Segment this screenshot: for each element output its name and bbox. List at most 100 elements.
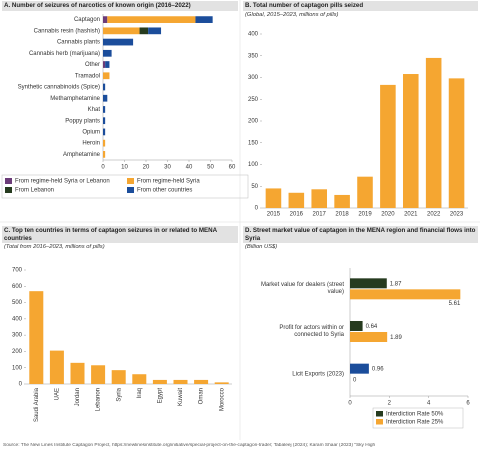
- bar-segment: [103, 49, 112, 57]
- legend-swatch: [376, 419, 383, 425]
- bar: [288, 192, 305, 208]
- bar-segment: [103, 38, 134, 46]
- y-tick-label: 400: [248, 32, 259, 38]
- legend-label: From other countries: [137, 188, 192, 194]
- y-tick-label: Synthetic cannabinoids (Spice): [18, 85, 100, 91]
- x-tick-label: 50: [207, 165, 214, 171]
- bar: [350, 278, 387, 289]
- bar-segment: [103, 72, 110, 80]
- y-tick-label: 50: [251, 184, 258, 190]
- bar-segment: [139, 27, 149, 35]
- y-tick-label: 350: [248, 53, 259, 59]
- bar-segment: [103, 61, 106, 68]
- y-tick-label: Captagon: [74, 17, 100, 23]
- y-tick-label: 300: [12, 333, 23, 339]
- bar: [334, 194, 350, 208]
- y-tick-label: Cannabis herb (marijuana): [29, 51, 100, 57]
- bar: [49, 350, 64, 384]
- x-tick-label: 2020: [381, 212, 395, 218]
- y-tick-label: 0: [255, 206, 259, 212]
- y-tick-label: Tramadol: [75, 73, 100, 79]
- data-label: 5.61: [449, 301, 461, 307]
- data-label: 0: [353, 378, 357, 384]
- bar-segment: [103, 16, 108, 23]
- bar: [350, 289, 461, 300]
- x-tick-label: 2: [388, 401, 392, 407]
- x-tick-label: 0: [101, 165, 105, 171]
- data-label: 0.96: [372, 367, 384, 373]
- x-tick-label: 2022: [427, 212, 441, 218]
- x-tick-label: 2019: [358, 212, 372, 218]
- x-tick-label: 4: [427, 401, 431, 407]
- x-tick-label: Jordan: [75, 388, 81, 406]
- y-tick-label: 500: [12, 300, 23, 306]
- y-tick-label: Heroin: [82, 141, 100, 147]
- x-tick-label: 40: [186, 165, 193, 171]
- y-tick-label: 400: [12, 316, 23, 322]
- y-tick-label: 100: [248, 162, 259, 168]
- y-tick-label: 600: [12, 284, 23, 290]
- y-tick-label: 250: [248, 97, 259, 103]
- bar: [214, 382, 229, 384]
- y-tick-label: Other: [85, 62, 100, 68]
- bar: [425, 57, 442, 208]
- legend-swatch: [127, 187, 134, 193]
- x-tick-label: Morocco: [219, 387, 225, 411]
- y-tick-label: 200: [12, 349, 23, 355]
- legend-swatch: [5, 178, 12, 184]
- x-tick-label: Syria: [116, 387, 122, 401]
- legend-swatch: [127, 178, 134, 184]
- x-tick-label: Lebanon: [96, 388, 102, 411]
- y-tick-label: 0: [19, 382, 23, 388]
- legend-label: Interdiction Rate 25%: [386, 420, 444, 426]
- y-tick-label: 700: [12, 268, 23, 274]
- bar: [111, 370, 126, 384]
- bar-segment: [103, 27, 140, 35]
- legend-swatch: [376, 411, 383, 417]
- x-tick-label: 0: [348, 401, 352, 407]
- x-tick-label: 2017: [313, 212, 327, 218]
- bar: [194, 379, 209, 384]
- x-tick-label: 2018: [335, 212, 349, 218]
- bar: [357, 176, 373, 208]
- bar-segment: [105, 61, 110, 68]
- y-tick-label: 200: [248, 119, 259, 125]
- legend-label: From regime-held Syria or Lebanon: [15, 179, 110, 185]
- bar: [350, 321, 363, 331]
- bar-segment: [103, 117, 106, 125]
- legend-label: From Lebanon: [15, 188, 54, 194]
- data-label: 1.87: [390, 281, 402, 287]
- bar-segment: [103, 94, 108, 102]
- x-tick-label: 6: [466, 401, 470, 407]
- bar: [29, 291, 44, 384]
- x-tick-label: 2016: [290, 212, 304, 218]
- x-tick-label: 20: [143, 165, 150, 171]
- x-tick-label: 2015: [267, 212, 281, 218]
- x-tick-label: Iraq: [137, 388, 143, 398]
- bar: [350, 363, 369, 374]
- data-label: 1.89: [390, 335, 402, 341]
- bar: [265, 188, 282, 208]
- bar: [152, 379, 167, 384]
- y-tick-label: Poppy plants: [65, 118, 100, 124]
- y-tick-label: Opium: [82, 130, 100, 136]
- bar-segment: [103, 83, 106, 91]
- bar-segment: [107, 16, 196, 23]
- bar-segment: [148, 27, 162, 35]
- bar-segment: [195, 16, 213, 23]
- x-tick-label: 30: [164, 165, 171, 171]
- bar-segment: [103, 128, 106, 136]
- bar: [402, 74, 419, 209]
- bar-segment: [103, 151, 106, 158]
- legend-box: [1, 174, 249, 199]
- y-tick-label: Cannabis plants: [57, 40, 100, 46]
- legend-swatch: [5, 187, 12, 193]
- bar: [380, 84, 396, 208]
- legend-box: [372, 407, 464, 429]
- y-tick-label: Cannabis resin (hashish): [34, 28, 100, 34]
- x-tick-label: Egypt: [157, 388, 163, 404]
- y-tick-label: Khat: [88, 107, 101, 113]
- y-tick-label: 150: [248, 140, 259, 146]
